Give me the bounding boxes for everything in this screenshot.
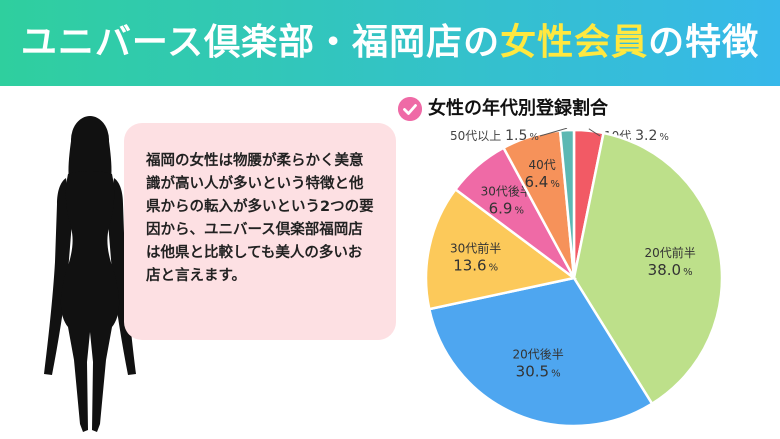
title-text-end: の特徴 (648, 22, 760, 63)
check-circle-icon (398, 97, 422, 121)
pie-slice (427, 276, 654, 428)
header-banner: ユニバース倶楽部・福岡店の女性会員の特徴 (0, 0, 780, 86)
pie-slice (424, 187, 577, 311)
title-highlight: 女性会員 (500, 22, 649, 63)
slice-label: 40代 (529, 158, 556, 172)
chart-title: 女性の年代別登録割合 (428, 98, 608, 119)
slice-label-outside: 50代以上 1.5% (450, 128, 539, 144)
description-bubble: 福岡の女性は物腰が柔らかく美意識が高い人が多いという特徴と他県からの転入が多いと… (124, 123, 396, 340)
leader-line (588, 128, 601, 137)
page-title: ユニバース倶楽部・福岡店の女性会員の特徴 (0, 0, 780, 86)
description-text: 福岡の女性は物腰が柔らかく美意識が高い人が多いという特徴と他県からの転入が多いと… (146, 153, 374, 284)
slice-label: 30代後半 (481, 185, 532, 199)
leader-line (539, 128, 568, 137)
title-text: ユニバース倶楽部・福岡店の (20, 22, 501, 63)
slice-label: 30代前半 (450, 241, 501, 256)
slice-label: 20代後半 (512, 347, 563, 361)
woman-silhouette (44, 116, 136, 432)
pie-chart: 10代 3.2%20代前半38.0%20代後半30.5%30代前半13.6%30… (424, 128, 724, 428)
slice-label: 20代前半 (645, 245, 696, 260)
